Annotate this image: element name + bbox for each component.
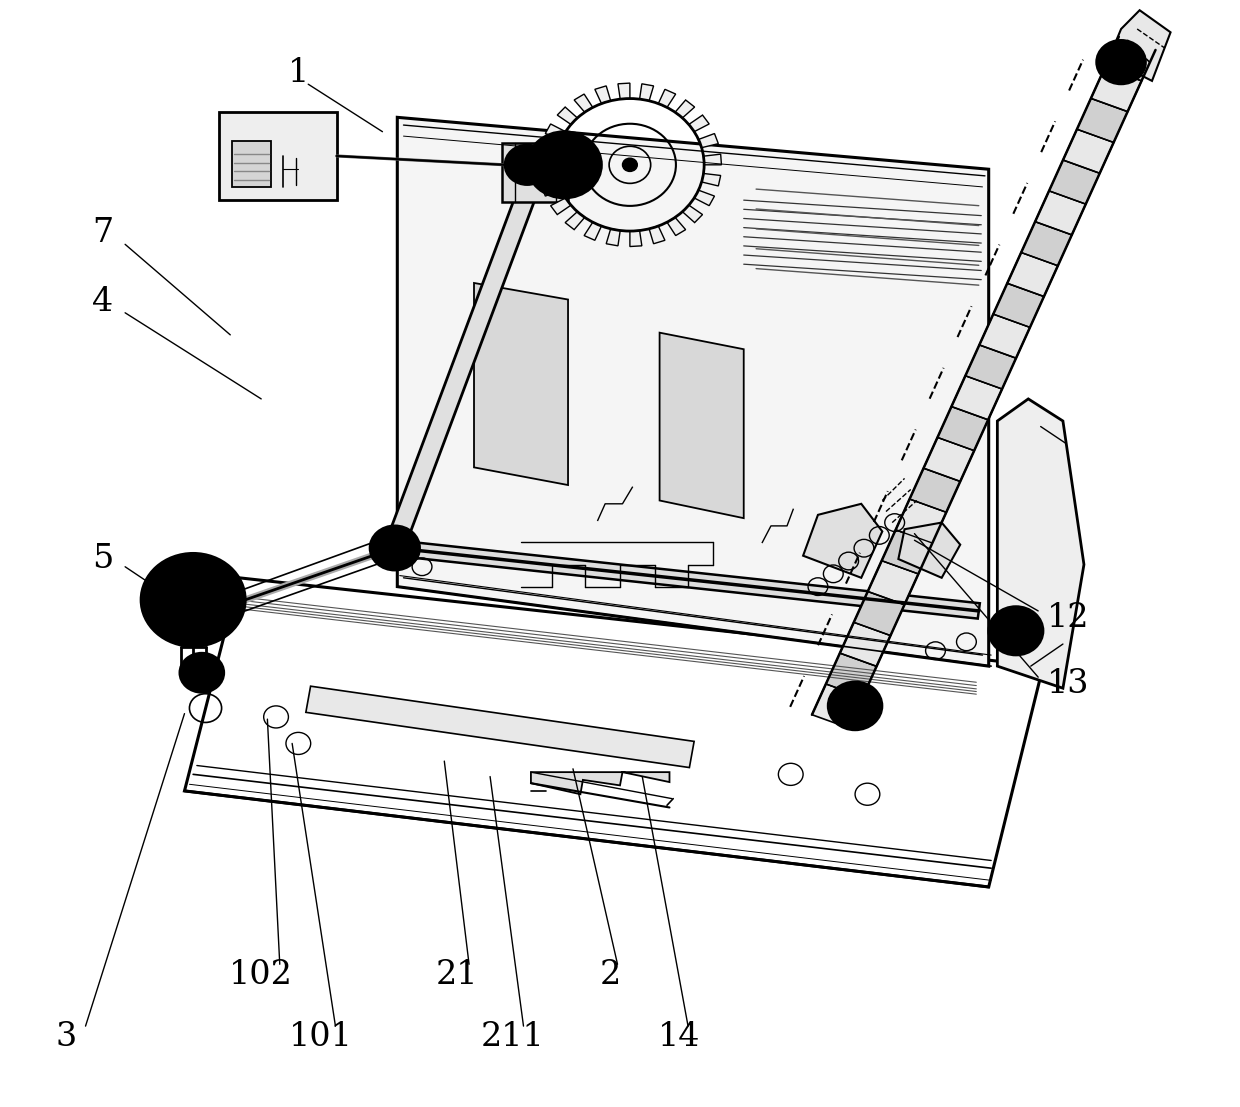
Polygon shape [1063,130,1114,173]
Polygon shape [595,86,610,104]
Polygon shape [1105,37,1156,81]
Text: 12: 12 [1047,601,1089,633]
Polygon shape [1022,221,1071,266]
Polygon shape [649,226,665,244]
Polygon shape [675,100,694,118]
Polygon shape [812,684,863,728]
Polygon shape [397,117,988,666]
Polygon shape [382,166,546,559]
Text: 102: 102 [229,960,293,991]
Polygon shape [703,154,722,165]
Polygon shape [502,143,568,203]
Circle shape [370,526,419,570]
Polygon shape [951,375,1002,420]
Polygon shape [584,223,601,240]
Polygon shape [306,686,694,767]
Circle shape [187,594,200,606]
Polygon shape [474,283,568,485]
Polygon shape [232,141,272,187]
Polygon shape [997,399,1084,689]
Polygon shape [667,217,686,236]
Polygon shape [557,107,578,124]
Polygon shape [658,90,676,107]
Text: 3: 3 [55,1021,77,1053]
Circle shape [988,607,1043,655]
Text: 13: 13 [1047,668,1089,700]
Polygon shape [854,591,904,635]
Polygon shape [640,84,653,101]
Text: 4: 4 [92,286,113,318]
Text: 21: 21 [435,960,477,991]
Polygon shape [895,499,946,544]
Polygon shape [542,182,562,196]
Text: 14: 14 [658,1021,701,1053]
Polygon shape [924,437,975,482]
Polygon shape [826,653,877,697]
Polygon shape [839,622,890,666]
Polygon shape [546,124,565,139]
Polygon shape [618,83,630,100]
Circle shape [828,682,883,731]
Polygon shape [688,115,709,132]
Polygon shape [910,468,960,513]
Text: 211: 211 [480,1021,544,1053]
Circle shape [622,158,637,172]
Polygon shape [630,230,642,247]
Polygon shape [694,190,714,206]
Polygon shape [882,530,932,573]
Polygon shape [606,229,620,246]
Polygon shape [980,314,1030,359]
Polygon shape [698,134,718,147]
Polygon shape [1078,99,1127,143]
Circle shape [1096,40,1146,84]
Circle shape [1009,625,1022,637]
Polygon shape [394,540,980,619]
Polygon shape [539,144,558,156]
Circle shape [141,554,246,646]
Text: 1: 1 [288,58,309,90]
Polygon shape [868,560,919,604]
Polygon shape [682,205,703,223]
Polygon shape [1109,10,1171,81]
Polygon shape [565,211,585,229]
Polygon shape [538,165,557,176]
Text: 7: 7 [92,217,113,249]
Polygon shape [937,406,988,451]
Text: 101: 101 [289,1021,352,1053]
Polygon shape [574,94,593,112]
Circle shape [180,653,224,693]
Polygon shape [219,112,337,200]
Polygon shape [804,504,883,578]
Polygon shape [966,345,1016,389]
Circle shape [505,145,549,185]
Circle shape [527,132,601,198]
Polygon shape [993,283,1044,328]
Polygon shape [1007,252,1058,297]
Polygon shape [660,333,744,518]
Polygon shape [702,174,720,186]
Polygon shape [898,523,960,578]
Polygon shape [1091,68,1142,112]
Text: 2: 2 [599,960,621,991]
Polygon shape [531,773,670,794]
Polygon shape [1035,190,1086,235]
Polygon shape [1049,161,1100,204]
Polygon shape [551,198,570,215]
Text: 5: 5 [92,544,114,575]
Circle shape [556,157,573,173]
